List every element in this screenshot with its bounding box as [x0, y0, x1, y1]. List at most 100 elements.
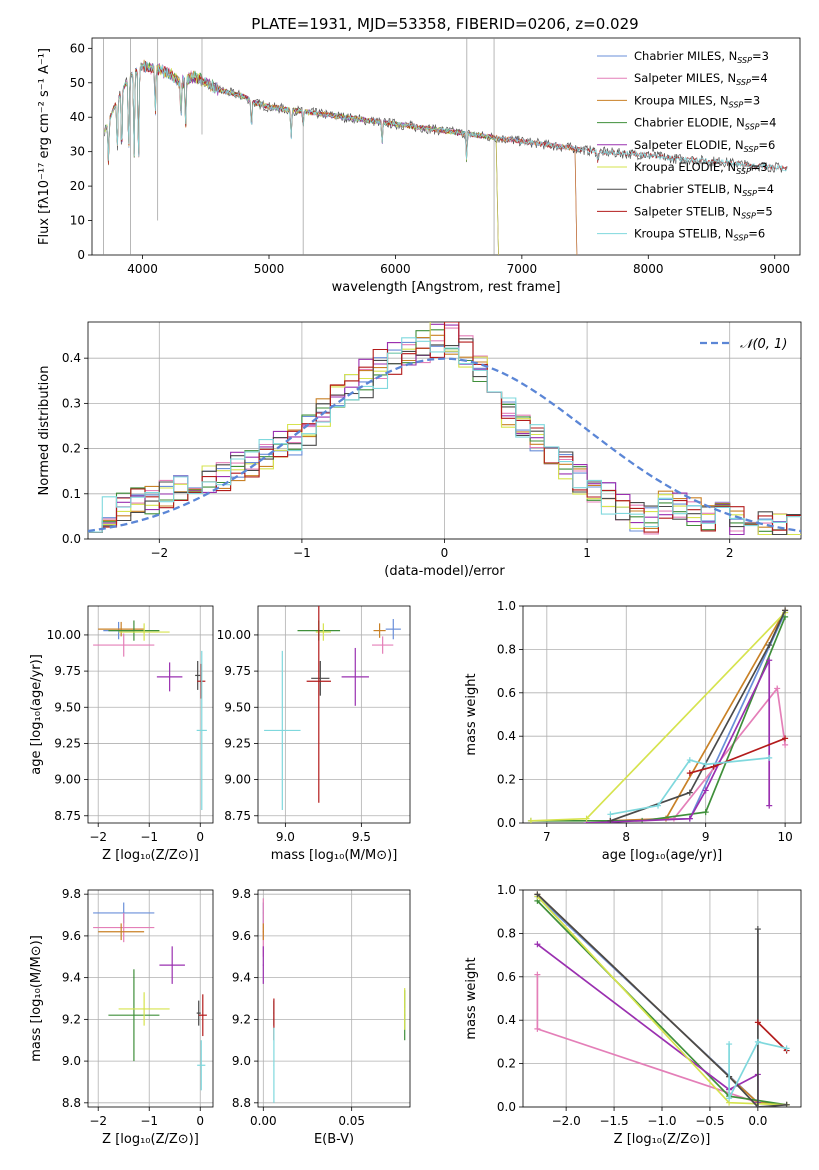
errorbar-point: [197, 1040, 206, 1091]
weight-marker: [583, 815, 590, 822]
y-tick-label: 9.00: [224, 773, 251, 787]
weight-marker: [710, 763, 717, 770]
y-tick-label: 0.2: [497, 1057, 516, 1071]
legend-subscript: SSP: [736, 167, 751, 176]
weight-marker: [766, 657, 773, 664]
x-tick-label: 0.0: [748, 1114, 767, 1128]
weight-marker: [766, 754, 773, 761]
weight-marker: [702, 761, 709, 768]
errorbar-point: [118, 623, 170, 641]
weight-marker: [527, 817, 534, 823]
mass-vs-z-panel: −2 −1 0 8.8 9.0 9.2 9.4 9.6 9.8 Z [log₁₀(Z/Z⊙)] ma…: [29, 887, 214, 1147]
errorbar-point: [98, 621, 145, 637]
spectrum-line-kroupa-elodie: [104, 62, 499, 255]
weight-marker: [686, 789, 693, 796]
axes-frame: [522, 605, 802, 824]
histogram-kroupa-stelib: [88, 337, 801, 533]
y-tick-label: 9.50: [54, 700, 81, 714]
legend-label: Chabrier ELODIE, NSSP=4: [634, 116, 776, 132]
y-tick-label: 10.00: [47, 628, 81, 642]
x-tick-label: 7: [543, 830, 551, 844]
y-tick-label: 8.75: [224, 809, 251, 823]
x-tick-label: 9000: [759, 262, 790, 276]
errorbars: [93, 902, 207, 1091]
y-tick-label: 9.00: [54, 773, 81, 787]
y-tick-label: 0.4: [497, 729, 516, 743]
legend-value: =3: [752, 49, 769, 63]
axes-frame: [257, 889, 411, 1108]
legend-subscript: SSP: [742, 189, 757, 198]
x-tick-label: 0: [196, 830, 204, 844]
weight-marker: [754, 1104, 761, 1107]
x-tick-label: −2: [89, 1114, 107, 1128]
weight-line: [536, 893, 787, 1107]
y-tick-label: 9.8: [62, 887, 81, 901]
x-tick-label: 6000: [380, 262, 411, 276]
legend-label: Kroupa MILES, NSSP=3: [634, 93, 760, 109]
y-tick-label: 0.0: [62, 532, 81, 546]
errorbars: [93, 620, 207, 810]
x-tick-label: −1.5: [599, 1114, 628, 1128]
x-tick-label: 9.0: [276, 830, 295, 844]
x-tick-label: −2.0: [552, 1114, 581, 1128]
weight-marker: [702, 787, 709, 794]
y-tick-label: 8.75: [54, 809, 81, 823]
residuals-panel: −2 −1 0 1 2 0.0 0.1 0.2 0.3 0.4 (data-model)/error…: [37, 321, 802, 579]
weight-line: [530, 611, 786, 822]
x-tick-label: −2: [89, 830, 107, 844]
errorbars: [262, 898, 406, 1103]
y-tick-label: 0.4: [497, 1013, 516, 1027]
weight-marker: [782, 607, 789, 614]
y-axis-label: Normed distribution: [37, 366, 52, 496]
x-axis-label: Z [log₁₀(Z/Z⊙)]: [102, 848, 199, 863]
errorbar-point: [93, 633, 155, 657]
weight-marker: [754, 1019, 761, 1026]
y-tick-label: 0.8: [497, 926, 516, 940]
y-tick-label: 9.50: [224, 700, 251, 714]
y-tick-label: 0.8: [497, 642, 516, 656]
y-tick-label: 9.6: [62, 929, 81, 943]
weight-lines: [527, 607, 789, 823]
weight-marker: [726, 1041, 733, 1048]
x-axis-label: (data-model)/error: [384, 564, 505, 579]
y-tick-label: 1.0: [497, 883, 516, 897]
legend-label: Kroupa STELIB, NSSP=6: [634, 227, 765, 243]
weight-marker: [534, 1025, 541, 1032]
y-tick-label: 0.6: [497, 686, 516, 700]
legend-subscript: SSP: [744, 145, 759, 154]
x-tick-label: 8000: [633, 262, 664, 276]
mass-vs-ebv-panel: 0.00 0.05 8.8 9.0 9.2 9.4 9.6 9.8 E(B-V): [232, 887, 411, 1147]
weight-marker: [534, 891, 541, 898]
weight-marker: [607, 811, 614, 818]
errorbar-point: [372, 636, 394, 654]
x-axis-label: Z [log₁₀(Z/Z⊙)]: [614, 1132, 711, 1147]
weight-marker: [607, 817, 614, 823]
weight-line: [728, 1040, 787, 1099]
weight-marker: [766, 802, 773, 809]
y-tick-label: 0.3: [62, 396, 81, 410]
y-tick-label: 40: [70, 110, 85, 124]
errorbar-point: [98, 923, 145, 941]
axes-frame: [87, 889, 214, 1108]
legend-label: Chabrier STELIB, NSSP=4: [634, 182, 774, 198]
y-tick-label: 9.0: [62, 1054, 81, 1068]
x-tick-label: 9.5: [352, 830, 371, 844]
y-tick-label: 0.0: [497, 1100, 516, 1114]
legend-value: =3: [751, 160, 768, 174]
legend-value: =4: [757, 182, 774, 196]
x-tick-label: −1: [140, 830, 158, 844]
x-axis-label: mass [log₁₀(M/M⊙)]: [271, 848, 398, 863]
y-tick-label: 9.6: [232, 929, 251, 943]
normal-curve: [88, 357, 801, 533]
x-tick-label: −1: [140, 1114, 158, 1128]
weight-line: [757, 1021, 788, 1052]
errorbar-point: [262, 923, 264, 941]
weight-marker: [754, 926, 761, 933]
x-axis-label: E(B-V): [314, 1132, 354, 1147]
weight-marker: [766, 642, 773, 649]
errorbar-point: [273, 1027, 275, 1103]
x-tick-label: −1.0: [647, 1114, 676, 1128]
y-tick-label: 9.25: [54, 736, 81, 750]
y-tick-label: 0.2: [497, 773, 516, 787]
